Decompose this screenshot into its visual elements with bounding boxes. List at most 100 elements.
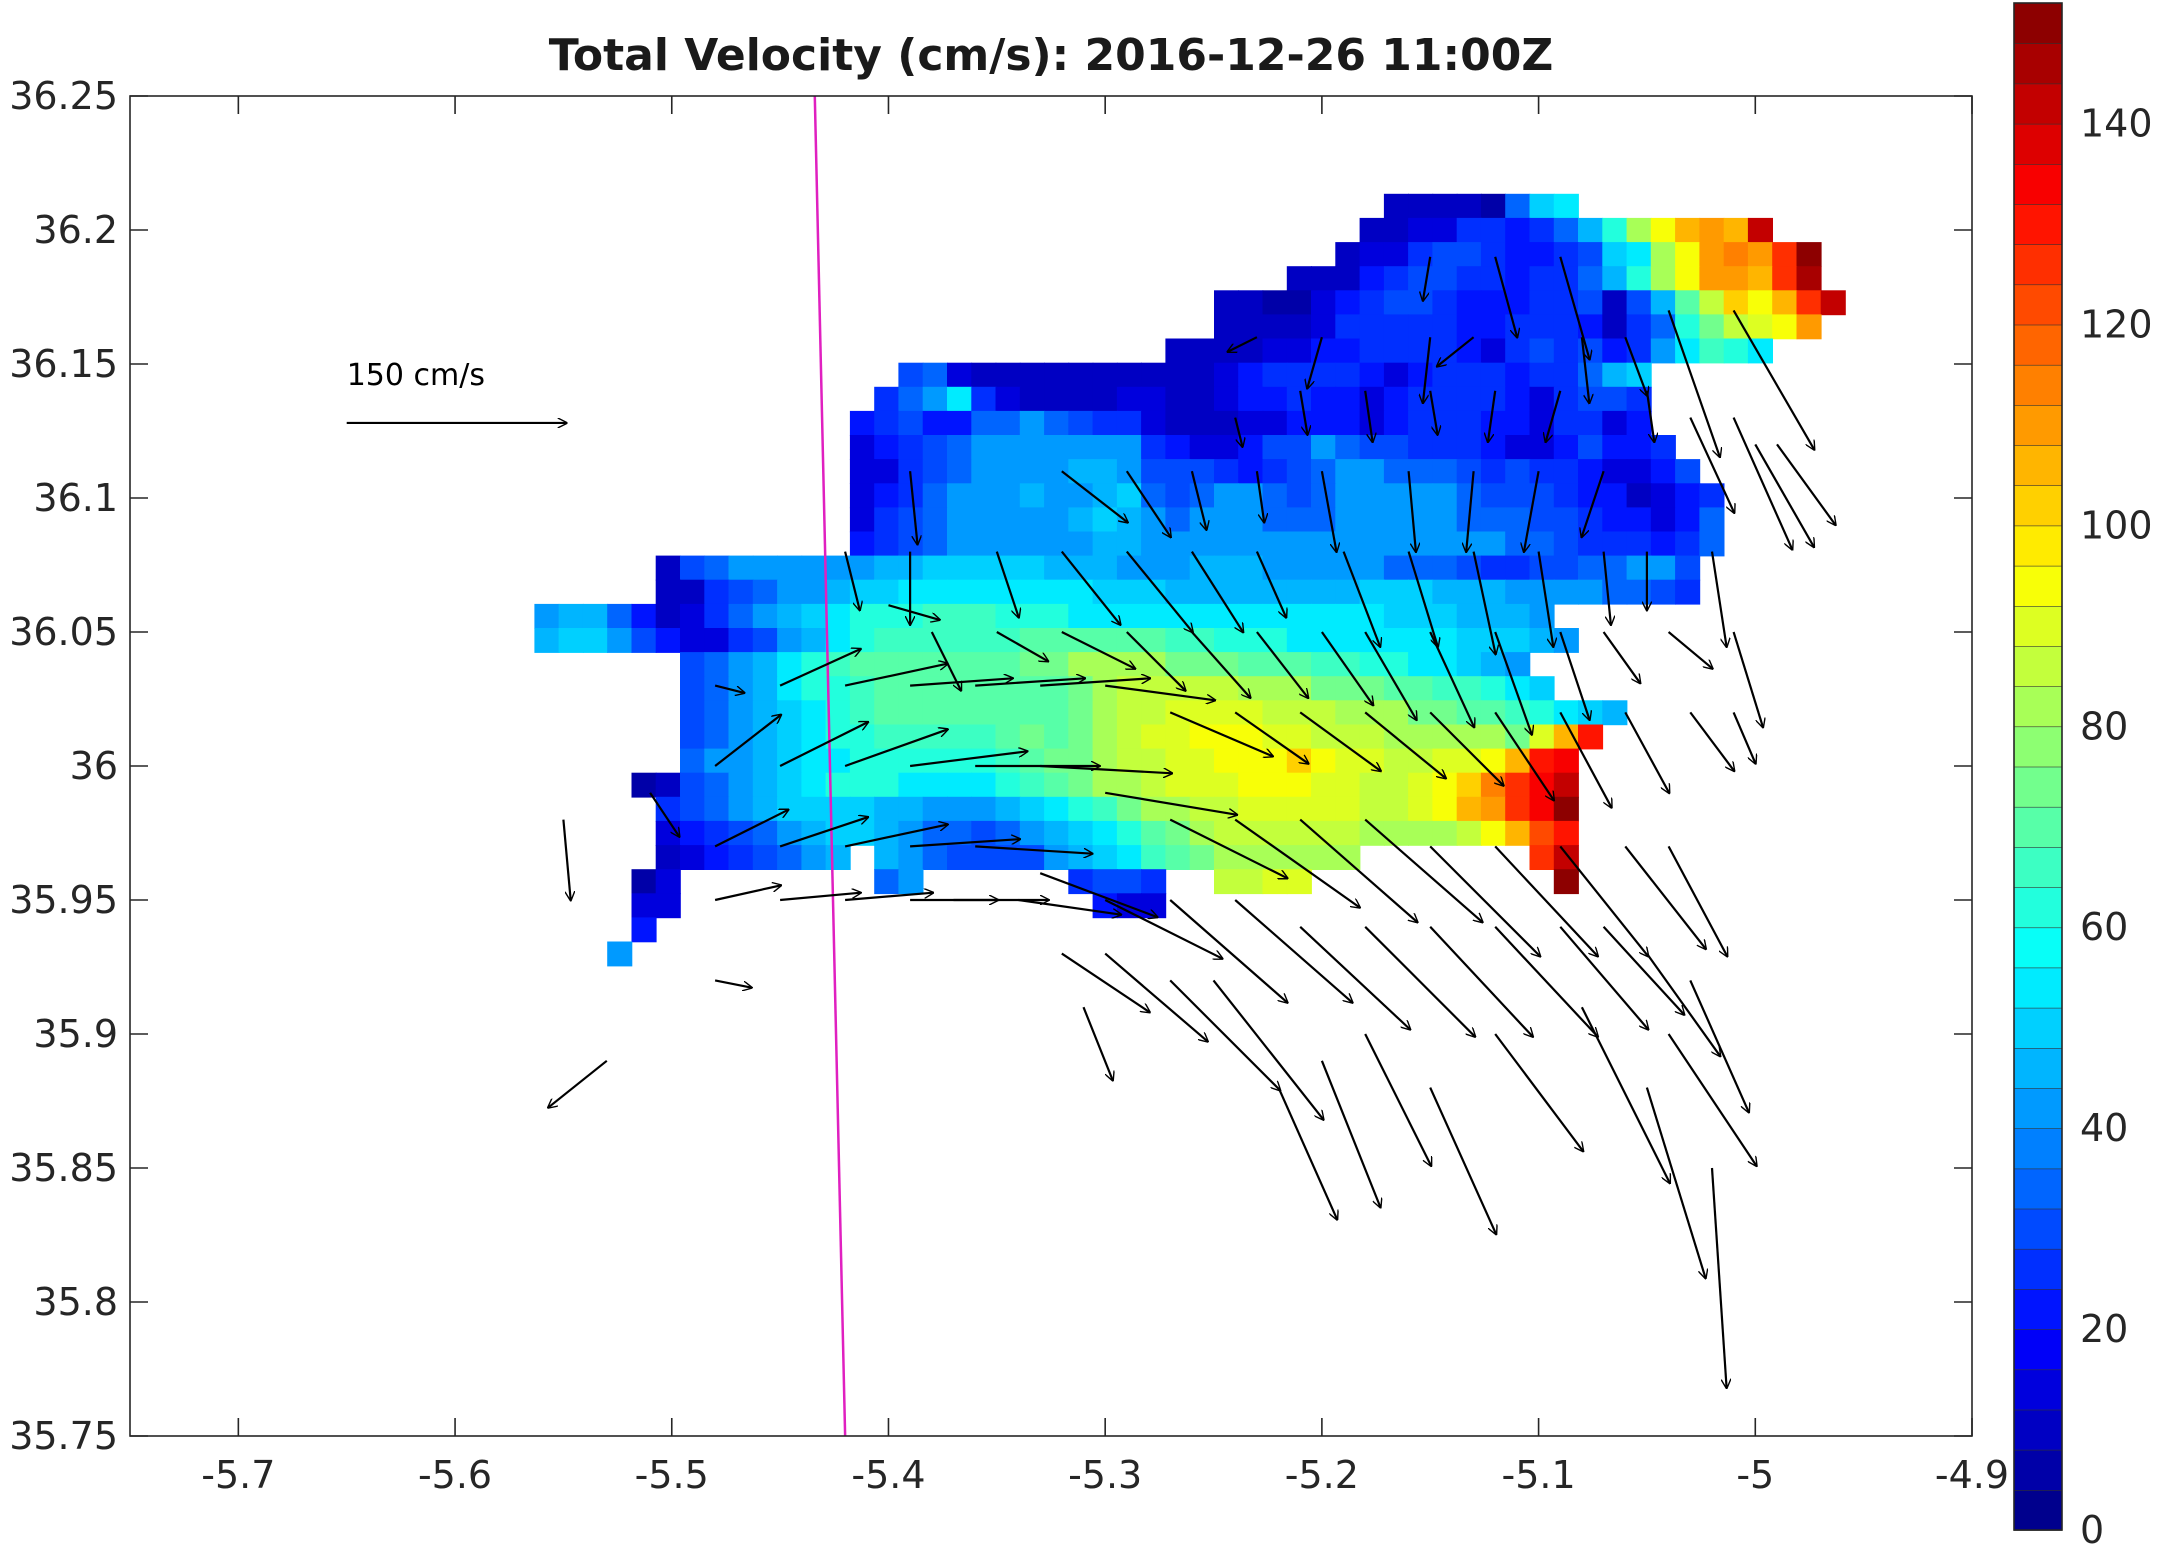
- velocity-cell: [1456, 266, 1482, 292]
- velocity-cell: [1408, 217, 1434, 243]
- velocity-vector: [714, 684, 744, 693]
- velocity-cell: [874, 459, 900, 484]
- velocity-cell: [801, 603, 827, 629]
- velocity-cell: [1165, 772, 1191, 798]
- velocity-vector: [844, 729, 948, 768]
- velocity-cell: [1311, 845, 1337, 870]
- velocity-cell: [1456, 193, 1482, 219]
- velocity-cell: [1553, 531, 1579, 557]
- velocity-vector: [1667, 1033, 1757, 1166]
- velocity-cell: [1116, 555, 1142, 581]
- colorbar-bin: [2013, 1208, 2063, 1250]
- velocity-cell: [1432, 483, 1458, 509]
- velocity-cell: [971, 796, 997, 822]
- velocity-cell: [1335, 410, 1361, 436]
- velocity-cell: [777, 676, 803, 702]
- velocity-cell: [1675, 314, 1701, 340]
- velocity-cell: [1359, 628, 1385, 653]
- velocity-cell: [1189, 435, 1215, 460]
- velocity-cell: [1383, 266, 1409, 292]
- velocity-cell: [898, 507, 924, 533]
- velocity-vector: [1494, 926, 1598, 1037]
- velocity-vector: [1018, 898, 1122, 915]
- velocity-cell: [1141, 893, 1167, 919]
- velocity-cell: [582, 603, 608, 629]
- velocity-cell: [995, 603, 1021, 629]
- velocity-cell: [752, 628, 778, 653]
- velocity-cell: [1214, 410, 1240, 436]
- velocity-cell: [1286, 700, 1312, 726]
- velocity-cell: [1092, 435, 1118, 460]
- velocity-cell: [1408, 820, 1434, 846]
- velocity-cell: [1408, 724, 1434, 750]
- velocity-cell: [947, 386, 973, 412]
- velocity-vector: [1228, 336, 1258, 352]
- velocity-cell: [1529, 362, 1555, 388]
- velocity-cell: [1044, 579, 1070, 605]
- colorbar-bin: [2013, 484, 2063, 527]
- velocity-cell: [1480, 652, 1506, 677]
- velocity-vector: [1645, 390, 1654, 442]
- velocity-cell: [1141, 386, 1167, 412]
- velocity-cell: [1286, 820, 1312, 846]
- velocity-cell: [995, 459, 1021, 484]
- velocity-cell: [1650, 217, 1676, 243]
- velocity-cell: [1432, 217, 1458, 243]
- velocity-cell: [1214, 652, 1240, 677]
- velocity-cell: [1480, 290, 1506, 316]
- velocity-cell: [1723, 314, 1749, 340]
- velocity-cell: [971, 410, 997, 436]
- velocity-cell: [995, 700, 1021, 726]
- velocity-cell: [1699, 290, 1725, 316]
- velocity-cell: [1432, 266, 1458, 292]
- velocity-cell: [874, 628, 900, 653]
- velocity-cell: [1068, 700, 1094, 726]
- velocity-cell: [1286, 459, 1312, 484]
- velocity-cell: [1214, 772, 1240, 798]
- velocity-vector: [1320, 1060, 1381, 1208]
- velocity-vector: [1364, 818, 1482, 923]
- velocity-cell: [1626, 290, 1652, 316]
- velocity-cell: [1311, 362, 1337, 388]
- velocity-cell: [1359, 579, 1385, 605]
- velocity-cell: [801, 700, 827, 726]
- velocity-cell: [849, 435, 875, 460]
- plot-axes: -5.7 -5.6 -5.5 -5.4 -5.3 -5.2 -5.1 -5 -4.9 35.75 3…: [9, 74, 2009, 1497]
- velocity-cell: [631, 772, 657, 798]
- velocity-cell: [874, 652, 900, 677]
- velocity-cell: [1359, 676, 1385, 702]
- velocity-cell: [1553, 724, 1579, 750]
- velocity-cell: [558, 628, 584, 653]
- velocity-vector: [1559, 845, 1648, 956]
- velocity-cell: [1383, 628, 1409, 653]
- velocity-cell: [898, 362, 924, 388]
- x-tick-label: -5.1: [1502, 1453, 1576, 1497]
- colorbar-bin: [2013, 83, 2063, 125]
- velocity-cell: [971, 700, 997, 726]
- y-tick-label: 36.2: [33, 208, 118, 252]
- velocity-cell: [680, 700, 706, 726]
- velocity-vector: [1169, 979, 1280, 1090]
- velocity-cell: [1505, 410, 1531, 436]
- velocity-cell: [947, 628, 973, 653]
- velocity-cell: [1165, 435, 1191, 460]
- velocity-cell: [1311, 266, 1337, 292]
- velocity-cell: [1456, 652, 1482, 677]
- velocity-cell: [947, 435, 973, 460]
- velocity-cell: [995, 796, 1021, 822]
- velocity-cell: [1505, 459, 1531, 484]
- velocity-cell: [1529, 579, 1555, 605]
- velocity-cell: [1311, 483, 1337, 509]
- velocity-cell: [1432, 193, 1458, 219]
- velocity-cell: [1335, 796, 1361, 822]
- velocity-cell: [1189, 603, 1215, 629]
- velocity-cell: [922, 435, 948, 460]
- colorbar-bin: [2013, 685, 2063, 728]
- velocity-vector: [1429, 1087, 1496, 1235]
- velocity-cell: [874, 869, 900, 895]
- velocity-cell: [1165, 700, 1191, 726]
- velocity-vector: [1559, 711, 1611, 807]
- velocity-cell: [1626, 435, 1652, 460]
- velocity-cell: [1238, 531, 1264, 557]
- velocity-cell: [1602, 459, 1628, 484]
